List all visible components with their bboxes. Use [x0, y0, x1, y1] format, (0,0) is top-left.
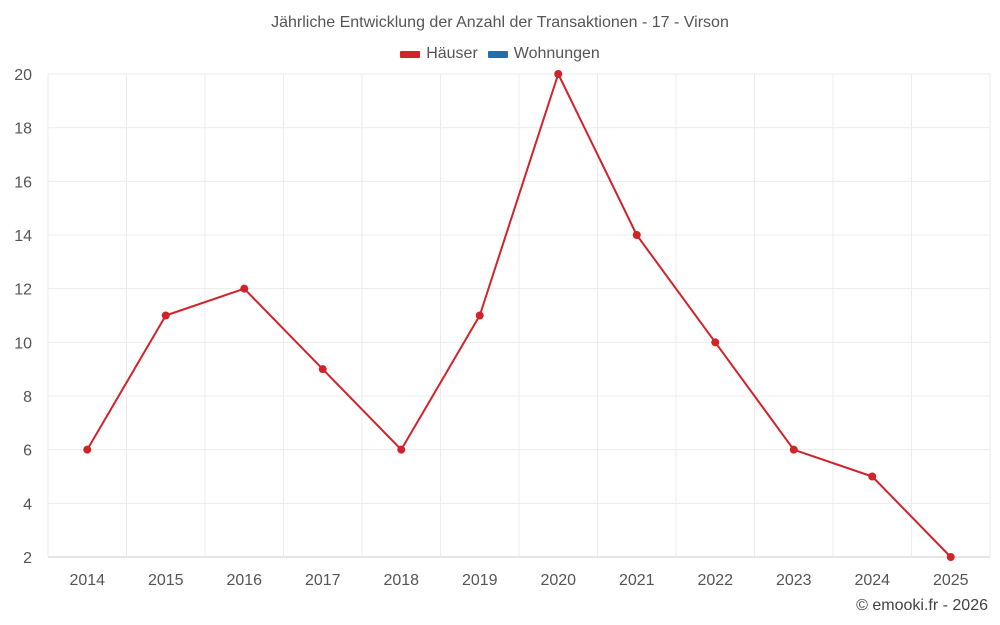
x-tick-label-2022: 2022 [697, 572, 733, 589]
y-tick-label-14: 14 [14, 228, 32, 245]
x-tick-label-2023: 2023 [776, 572, 812, 589]
y-tick-label-8: 8 [23, 389, 32, 406]
series-line-0 [86, 73, 952, 558]
x-tick-label-2014: 2014 [69, 572, 105, 589]
y-tick-label-4: 4 [23, 496, 32, 513]
data-point-2025 [946, 553, 955, 561]
legend-swatch-haeuser [400, 50, 421, 58]
data-point-2023 [789, 445, 798, 454]
data-point-2017 [318, 365, 327, 374]
x-tick-label-2025: 2025 [933, 572, 969, 589]
x-tick-label-2015: 2015 [148, 572, 184, 589]
legend-swatch-wohnungen [487, 50, 508, 58]
y-tick-label-18: 18 [14, 121, 32, 138]
x-tick-label-2019: 2019 [462, 572, 498, 589]
x-tick-label-2020: 2020 [540, 572, 576, 589]
x-tick-label-2021: 2021 [619, 572, 655, 589]
y-tick-label-2: 2 [23, 550, 32, 567]
x-tick-label-2017: 2017 [305, 572, 341, 589]
legend-item-wohnungen[interactable]: Wohnungen [487, 45, 600, 63]
y-tick-label-6: 6 [23, 443, 32, 460]
data-point-2016 [240, 284, 249, 293]
data-point-2020 [554, 70, 563, 78]
legend-label-haeuser: Häuser [426, 45, 478, 62]
y-tick-label-16: 16 [14, 174, 32, 191]
data-point-2014 [83, 445, 92, 454]
x-tick-label-2016: 2016 [226, 572, 262, 589]
data-point-2024 [868, 472, 877, 481]
legend-label-wohnungen: Wohnungen [513, 45, 600, 62]
legend-item-haeuser[interactable]: Häuser [400, 45, 478, 63]
y-tick-label-20: 20 [14, 67, 32, 84]
data-point-2015 [161, 311, 170, 320]
credit-text: © emooki.fr - 2026 [856, 597, 988, 614]
chart-title: Jährliche Entwicklung der Anzahl der Tra… [271, 14, 729, 31]
legend: Häuser Wohnungen [0, 45, 1000, 63]
x-tick-label-2024: 2024 [854, 572, 890, 589]
data-point-2019 [475, 311, 484, 320]
data-point-2021 [632, 231, 641, 239]
y-tick-label-12: 12 [14, 282, 32, 299]
y-tick-label-10: 10 [14, 335, 32, 352]
x-tick-label-2018: 2018 [383, 572, 419, 589]
data-point-2022 [711, 338, 720, 347]
data-point-2018 [397, 445, 406, 454]
